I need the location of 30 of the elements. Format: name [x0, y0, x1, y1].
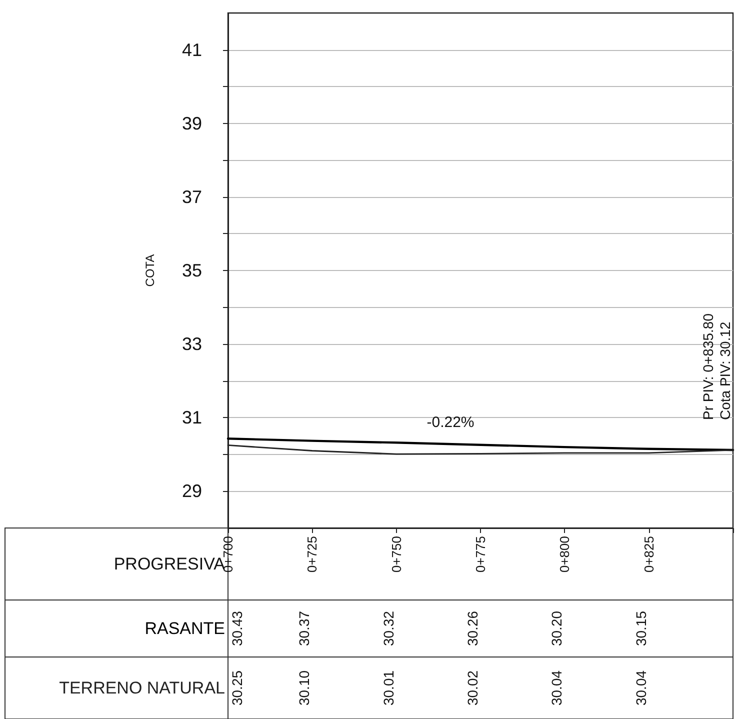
data-label: 30.32: [380, 610, 396, 646]
data-label: 30.04: [548, 670, 565, 706]
data-label: 30.37: [296, 610, 312, 646]
data-label: 30.02: [464, 670, 480, 706]
x-tick-label: 0+825: [641, 536, 656, 573]
y-tick-label: 33: [182, 334, 202, 354]
data-label: 30.20: [548, 610, 565, 646]
annotation: -0.22%: [426, 414, 474, 432]
data-label: 30.25: [229, 670, 245, 706]
text: RASANTE: [144, 619, 225, 638]
y-axis-title: COTA: [143, 254, 157, 287]
data-label: 30.43: [229, 610, 245, 646]
y-tick-label: 35: [182, 260, 202, 280]
y-tick-label: 29: [182, 481, 202, 502]
data-label: 30.04: [632, 670, 649, 706]
y-tick-label: 41: [182, 40, 202, 60]
annotation: Pr PIV: 0+835.80: [700, 313, 716, 420]
x-tick-label: 0+750: [388, 536, 404, 573]
x-tick-label: 0+800: [557, 536, 572, 573]
y-tick-label: 39: [182, 113, 202, 134]
data-label: 30.26: [464, 610, 480, 646]
data-label: 30.10: [296, 670, 312, 706]
annotation: Cota PIV: 30.12: [717, 321, 733, 420]
y-tick-label: 37: [182, 186, 202, 207]
text: TERRENO NATURAL: [59, 678, 225, 698]
x-tick-label: 0+725: [304, 536, 320, 573]
x-tick-label: 0+775: [473, 536, 488, 573]
data-label: 30.15: [632, 610, 649, 646]
data-label: 30.01: [380, 670, 396, 706]
y-tick-label: 31: [182, 408, 202, 428]
